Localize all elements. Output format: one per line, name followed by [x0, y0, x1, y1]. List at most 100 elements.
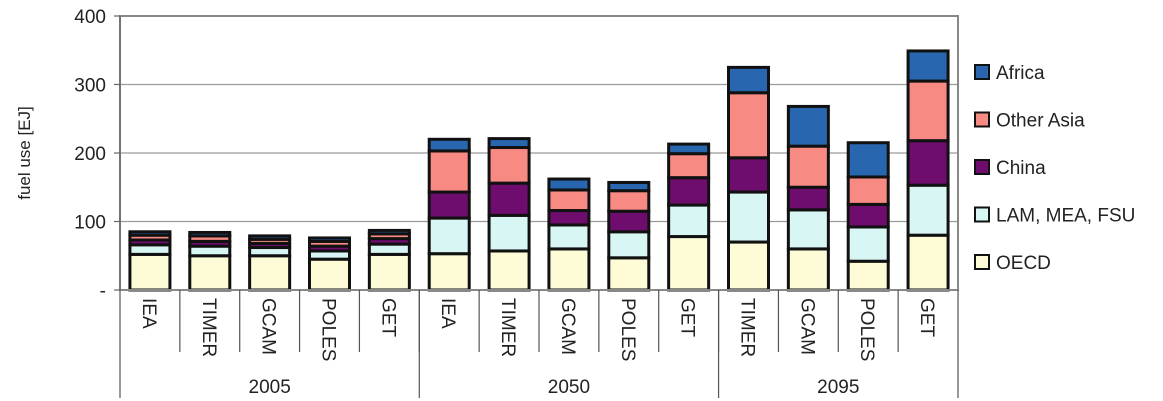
bar-segment: [786, 185, 830, 212]
bar-segment: [607, 256, 651, 292]
bar-segment: [128, 230, 172, 237]
category-label: GCAM: [258, 298, 279, 355]
bar-segment: [308, 236, 351, 243]
bars: [128, 49, 950, 292]
bar-segment: [727, 156, 770, 194]
group-label: 2050: [548, 377, 590, 398]
bar-segment: [727, 65, 770, 95]
legend-swatch: [974, 206, 990, 223]
bar-segment: [487, 146, 531, 185]
bar-stack: [487, 137, 531, 292]
bar-segment: [427, 216, 471, 256]
category-label: TIMER: [497, 298, 518, 357]
legend-label: China: [996, 158, 1046, 179]
bar-segment: [607, 209, 651, 234]
bar-segment: [906, 79, 950, 143]
legend-label: Africa: [996, 63, 1045, 84]
bar-stack: [906, 49, 950, 292]
bar-segment: [667, 176, 711, 207]
bar-stack: [188, 230, 232, 292]
bar-stack: [727, 65, 770, 292]
bar-segment: [727, 190, 770, 244]
bar-segment: [128, 252, 172, 292]
y-tick-label: 400: [74, 7, 106, 28]
category-label: GET: [677, 298, 698, 337]
bar-segment: [906, 49, 950, 83]
bar-stack: [607, 180, 651, 292]
bar-segment: [846, 259, 890, 292]
bar-stack: [128, 230, 172, 292]
legend-item: LAM, MEA, FSU: [974, 206, 1135, 227]
bar-segment: [846, 175, 890, 206]
bar-segment: [667, 142, 711, 156]
category-label: GCAM: [557, 298, 578, 355]
bar-segment: [906, 139, 950, 187]
bar-segment: [846, 225, 890, 263]
bar-segment: [846, 141, 890, 179]
group-label: 2095: [817, 377, 859, 398]
category-label: POLES: [617, 298, 638, 361]
category-label: IEA: [437, 298, 458, 329]
legend-swatch: [974, 111, 990, 128]
bar-segment: [547, 223, 591, 251]
bar-stack: [308, 236, 351, 292]
bar-segment: [427, 137, 471, 153]
y-axis-label: fuel use [EJ]: [15, 106, 34, 200]
bar-segment: [607, 230, 651, 260]
bar-segment: [188, 254, 232, 292]
legend-item: OECD: [974, 253, 1051, 274]
legend-item: Other Asia: [974, 111, 1085, 132]
bar-segment: [667, 235, 711, 292]
bar-segment: [367, 228, 411, 236]
legend-swatch: [974, 64, 990, 80]
category-label: TIMER: [198, 298, 219, 357]
bar-stack: [786, 104, 830, 292]
x-axis: IEA TIMER GCAM POLES GET IEA TIMER GCAM POLES GET…: [119, 290, 959, 398]
bar-segment: [248, 254, 292, 292]
bar-segment: [786, 144, 830, 189]
bar-segment: [786, 208, 830, 251]
bar-segment: [367, 242, 411, 256]
category-label: GCAM: [796, 298, 817, 355]
legend-label: OECD: [996, 253, 1051, 274]
category-label: GET: [916, 298, 937, 337]
bar-stack: [846, 141, 890, 292]
bar-segment: [906, 183, 950, 237]
bar-segment: [367, 252, 411, 292]
grid-lines: [120, 83, 958, 223]
bar-stack: [367, 228, 411, 292]
category-label: TIMER: [737, 298, 758, 357]
bar-segment: [487, 181, 531, 217]
bar-segment: [487, 137, 531, 150]
bar-segment: [667, 203, 711, 239]
bar-segment: [727, 240, 770, 292]
bar-segment: [607, 180, 651, 193]
bar-segment: [487, 249, 531, 292]
bar-segment: [547, 177, 591, 192]
legend-swatch: [974, 254, 990, 270]
bar-segment: [786, 104, 830, 148]
bar-stack: [547, 177, 591, 292]
bar-segment: [547, 209, 591, 227]
bar-segment: [906, 233, 950, 292]
bar-segment: [248, 234, 292, 241]
bar-segment: [188, 230, 232, 238]
y-tick-label: 300: [74, 76, 106, 97]
category-label: POLES: [318, 298, 339, 361]
category-label: POLES: [856, 298, 877, 361]
legend-item: Africa: [974, 63, 1045, 84]
bar-stack: [427, 137, 471, 292]
y-tick-label: 200: [74, 144, 106, 165]
bar-stack: [667, 142, 711, 292]
bar-segment: [427, 252, 471, 292]
bar-segment: [786, 247, 830, 292]
bar-segment: [667, 152, 711, 180]
bar-segment: [607, 189, 651, 213]
bar-segment: [427, 149, 471, 194]
y-tick-label: 100: [74, 213, 106, 234]
bar-segment: [547, 188, 591, 213]
y-tick-label: -: [100, 281, 106, 302]
bar-segment: [846, 202, 890, 229]
bar-stack: [248, 234, 292, 292]
